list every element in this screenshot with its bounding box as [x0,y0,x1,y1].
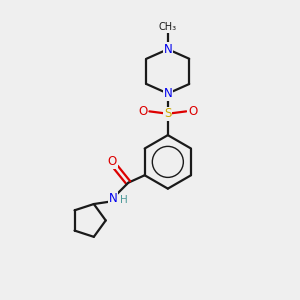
Text: CH₃: CH₃ [159,22,177,32]
Text: N: N [164,87,172,100]
Text: N: N [109,192,117,205]
Text: O: O [108,155,117,168]
Text: N: N [164,43,172,56]
Text: O: O [138,105,148,118]
Text: O: O [188,105,197,118]
Text: S: S [164,107,172,120]
Text: H: H [120,195,128,205]
